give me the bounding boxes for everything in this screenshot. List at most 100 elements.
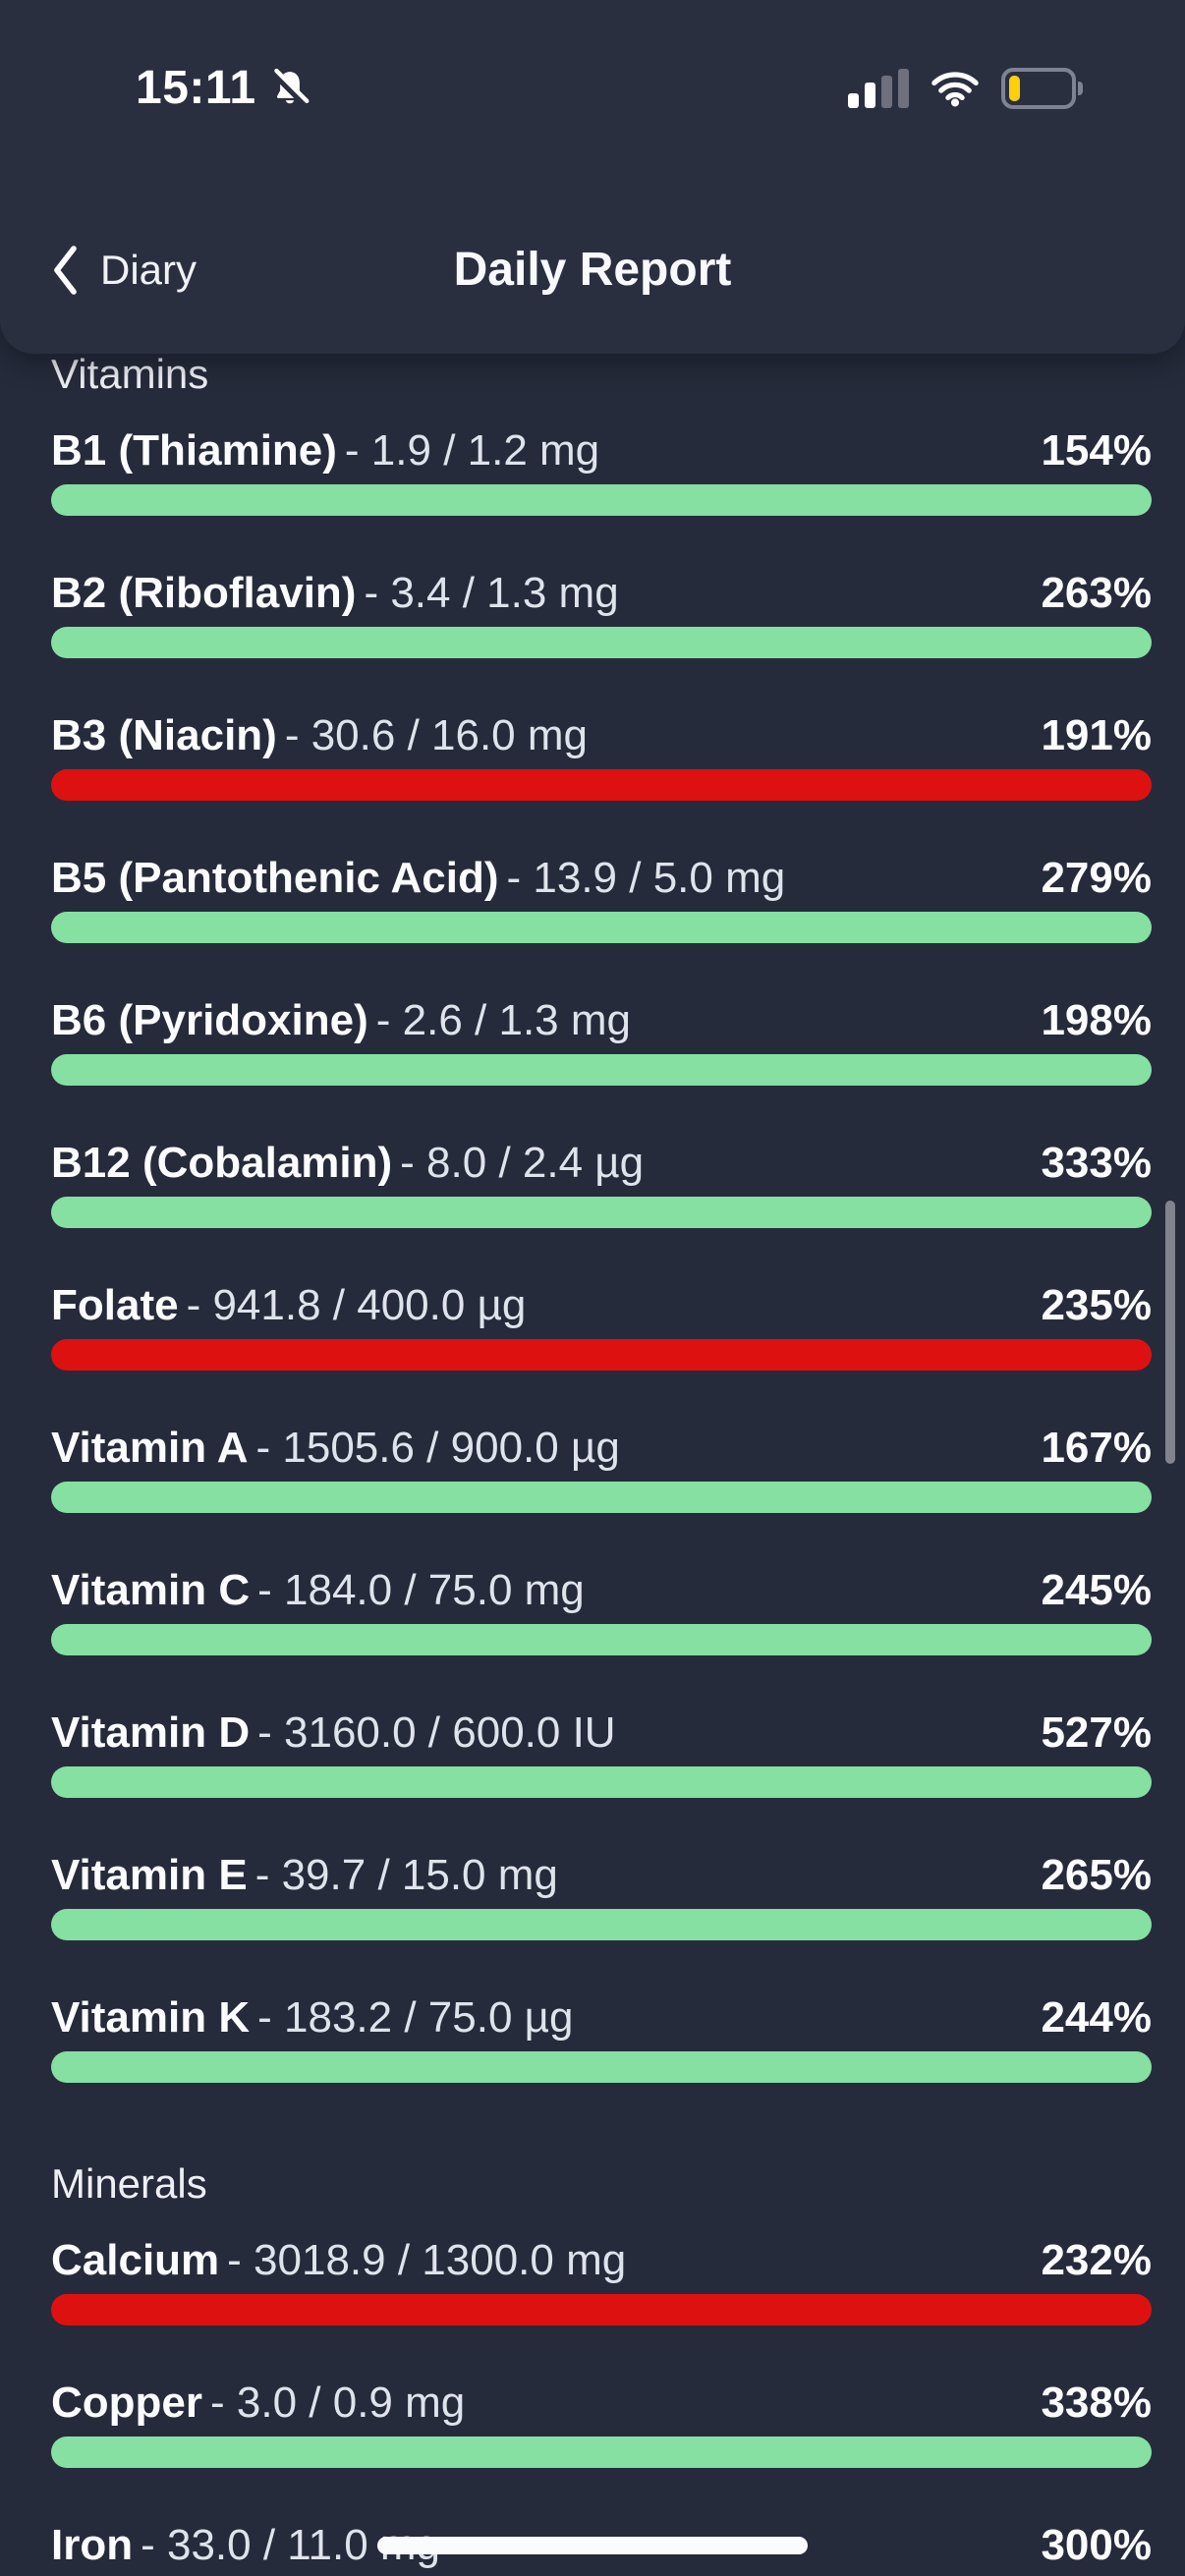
progress-bar [51,484,1152,516]
section-rows: B1 (Thiamine) - 1.9 / 1.2 mg 154% B2 (Rib… [51,426,1152,2083]
nutrient-row: B12 (Cobalamin) - 8.0 / 2.4 µg 333% [51,1139,1152,1228]
nutrient-percent: 198% [1041,996,1152,1044]
nutrient-row: B1 (Thiamine) - 1.9 / 1.2 mg 154% [51,426,1152,516]
back-button[interactable]: Diary [51,236,197,305]
nutrient-name: Vitamin C [51,1566,251,1614]
nutrient-percent: 244% [1041,1993,1152,2042]
nutrient-detail: - 3160.0 / 600.0 IU [257,1708,616,1757]
nutrient-name: Calcium [51,2236,220,2284]
progress-bar [51,2051,1152,2083]
nutrient-row: B3 (Niacin) - 30.6 / 16.0 mg 191% [51,711,1152,801]
nutrient-label: Vitamin A- 1505.6 / 900.0 µg [51,1424,620,1483]
nutrient-name: B12 (Cobalamin) [51,1139,393,1187]
nutrient-name: Folate [51,1281,179,1329]
nutrient-detail: - 30.6 / 16.0 mg [284,711,588,759]
nutrient-detail: - 183.2 / 75.0 µg [257,1993,574,2042]
section-title: Minerals [51,2160,207,2207]
nav-bar: Diary Daily Report [0,236,1185,305]
nutrient-label: Vitamin C- 184.0 / 75.0 mg [51,1566,585,1625]
progress-bar [51,1054,1152,1086]
nutrient-percent: 265% [1041,1851,1152,1899]
nutrient-row: Vitamin D- 3160.0 / 600.0 IU 527% [51,1708,1152,1798]
scrollbar-thumb[interactable] [1165,1201,1175,1464]
home-indicator[interactable] [377,2537,808,2554]
nutrient-label: B3 (Niacin) - 30.6 / 16.0 mg [51,711,588,770]
progress-bar [51,1339,1152,1371]
nutrient-detail: - 39.7 / 15.0 mg [254,1851,558,1899]
nutrient-percent: 263% [1041,569,1152,617]
nutrient-detail: - 8.0 / 2.4 µg [400,1139,645,1187]
nutrient-name: B3 (Niacin) [51,711,277,759]
nutrient-percent: 232% [1041,2236,1152,2284]
nutrient-label: Calcium - 3018.9 / 1300.0 mg [51,2236,626,2295]
nutrient-percent: 527% [1041,1708,1152,1757]
nutrient-name: B5 (Pantothenic Acid) [51,854,499,902]
nutrient-detail: - 1505.6 / 900.0 µg [255,1424,620,1472]
nutrient-detail: - 13.9 / 5.0 mg [506,854,786,902]
nutrient-row: B2 (Riboflavin) - 3.4 / 1.3 mg 263% [51,569,1152,658]
nutrient-name: Vitamin D [51,1708,251,1757]
nutrient-row: Vitamin A- 1505.6 / 900.0 µg 167% [51,1424,1152,1513]
progress-bar [51,1766,1152,1798]
nutrient-percent: 279% [1041,854,1152,902]
nutrient-detail: - 3018.9 / 1300.0 mg [227,2236,627,2284]
nutrient-name: B6 (Pyridoxine) [51,996,368,1044]
nutrient-row: Vitamin K- 183.2 / 75.0 µg 244% [51,1993,1152,2083]
back-label: Diary [100,247,198,293]
nutrient-percent: 333% [1041,1139,1152,1187]
nutrient-name: Copper [51,2379,202,2427]
nutrient-label: Vitamin K- 183.2 / 75.0 µg [51,1993,573,2052]
nutrient-detail: - 941.8 / 400.0 µg [186,1281,527,1329]
nutrient-label: Vitamin E- 39.7 / 15.0 mg [51,1851,558,1910]
status-time: 15:11 [136,62,256,114]
progress-bar [51,769,1152,801]
nutrient-percent: 235% [1041,1281,1152,1329]
nutrient-row: Vitamin E- 39.7 / 15.0 mg 265% [51,1851,1152,1940]
nutrient-name: Vitamin E [51,1851,248,1899]
nutrient-name: B1 (Thiamine) [51,426,337,475]
nutrient-row: Copper - 3.0 / 0.9 mg 338% [51,2379,1152,2468]
wifi-icon [931,70,980,107]
nutrient-label: B1 (Thiamine) - 1.9 / 1.2 mg [51,426,599,485]
section-rows: Calcium - 3018.9 / 1300.0 mg 232% Copper -… [51,2236,1152,2576]
nutrient-percent: 191% [1041,711,1152,759]
nutrient-label: B5 (Pantothenic Acid) - 13.9 / 5.0 mg [51,854,785,913]
nutrient-percent: 245% [1041,1566,1152,1614]
nutrient-name: B2 (Riboflavin) [51,569,357,617]
nutrient-percent: 154% [1041,426,1152,475]
nutrient-row: Vitamin C- 184.0 / 75.0 mg 245% [51,1566,1152,1655]
progress-bar [51,912,1152,943]
nutrient-label: Folate - 941.8 / 400.0 µg [51,1281,526,1340]
battery-level [1009,76,1020,101]
nutrient-detail: - 1.9 / 1.2 mg [344,426,600,475]
nutrient-percent: 338% [1041,2379,1152,2427]
nutrient-detail: - 2.6 / 1.3 mg [375,996,631,1044]
progress-bar [51,2294,1152,2325]
progress-bar [51,1909,1152,1940]
chevron-left-icon [51,244,79,297]
progress-bar [51,2436,1152,2468]
nutrient-row: Calcium - 3018.9 / 1300.0 mg 232% [51,2236,1152,2325]
battery-icon [1001,68,1083,109]
nutrient-section: Vitamins B1 (Thiamine) - 1.9 / 1.2 mg 154… [51,350,1152,2136]
nutrient-name: Vitamin A [51,1424,249,1472]
nutrient-detail: - 3.0 / 0.9 mg [210,2379,466,2427]
progress-bar [51,1197,1152,1228]
header: 15:11 [0,0,1185,354]
notifications-off-icon [268,67,311,110]
progress-bar [51,1624,1152,1655]
nutrient-label: B6 (Pyridoxine) - 2.6 / 1.3 mg [51,996,631,1055]
nutrient-row: Folate - 941.8 / 400.0 µg 235% [51,1281,1152,1371]
nutrient-label: B2 (Riboflavin) - 3.4 / 1.3 mg [51,569,619,628]
nutrient-label: B12 (Cobalamin) - 8.0 / 2.4 µg [51,1139,644,1198]
nutrient-detail: - 3.4 / 1.3 mg [364,569,619,617]
progress-bar [51,627,1152,658]
nutrient-detail: - 184.0 / 75.0 mg [257,1566,585,1614]
nutrient-percent: 167% [1041,1424,1152,1472]
nutrient-percent: 300% [1041,2521,1152,2569]
nutrient-label: Vitamin D- 3160.0 / 600.0 IU [51,1708,616,1767]
nutrient-row: B5 (Pantothenic Acid) - 13.9 / 5.0 mg 279… [51,854,1152,943]
section-title: Vitamins [51,351,209,397]
